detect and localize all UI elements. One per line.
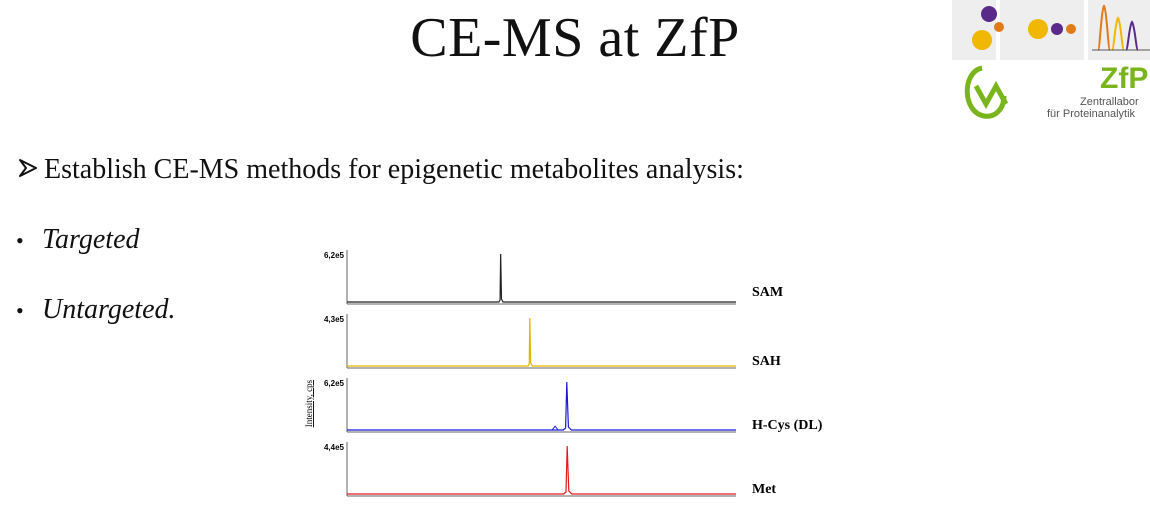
zfp-logo xyxy=(952,0,1150,125)
trace-line xyxy=(347,317,736,367)
panel-max-label: 4,4e5 xyxy=(324,443,345,452)
arrow-bullet-icon xyxy=(18,154,40,186)
minor-peak xyxy=(551,425,559,431)
series-label: SAH xyxy=(752,354,781,369)
panel-max-label: 4,3e5 xyxy=(324,315,345,324)
y-axis-label: Intensity, cps xyxy=(304,379,314,427)
bullet-dot-icon: • xyxy=(16,228,24,253)
list-item: • Untargeted. xyxy=(16,294,176,326)
main-bullet-text: Establish CE-MS methods for epigenetic m… xyxy=(44,154,744,185)
panel-max-label: 6,2e5 xyxy=(324,251,345,260)
series-label: Met xyxy=(752,482,776,497)
series-label: SAM xyxy=(752,285,783,300)
list-item-text: Untargeted. xyxy=(42,294,176,325)
series-label: H-Cys (DL) xyxy=(752,418,823,433)
main-bullet: Establish CE-MS methods for epigenetic m… xyxy=(18,154,744,186)
zfp-logo-text: ZfP xyxy=(1100,62,1149,95)
trace-line xyxy=(347,253,736,303)
bullet-dot-icon: • xyxy=(16,298,24,323)
electropherogram-chart: Intensity, cps 6,2e5 SAM 4,3e5 SAH 6,2e5 H-Cys… xyxy=(300,245,860,507)
list-item-text: Targeted xyxy=(42,224,140,255)
zfp-logo-line2: für Proteinanalytik xyxy=(1047,108,1136,120)
trace-line xyxy=(347,445,736,495)
slide-title: CE-MS at ZfP xyxy=(410,7,740,69)
trace-line xyxy=(347,381,736,431)
zfp-logo-line1: Zentrallabor xyxy=(1080,96,1139,108)
panel-max-label: 6,2e5 xyxy=(324,379,345,388)
list-item: • Targeted xyxy=(16,224,140,256)
